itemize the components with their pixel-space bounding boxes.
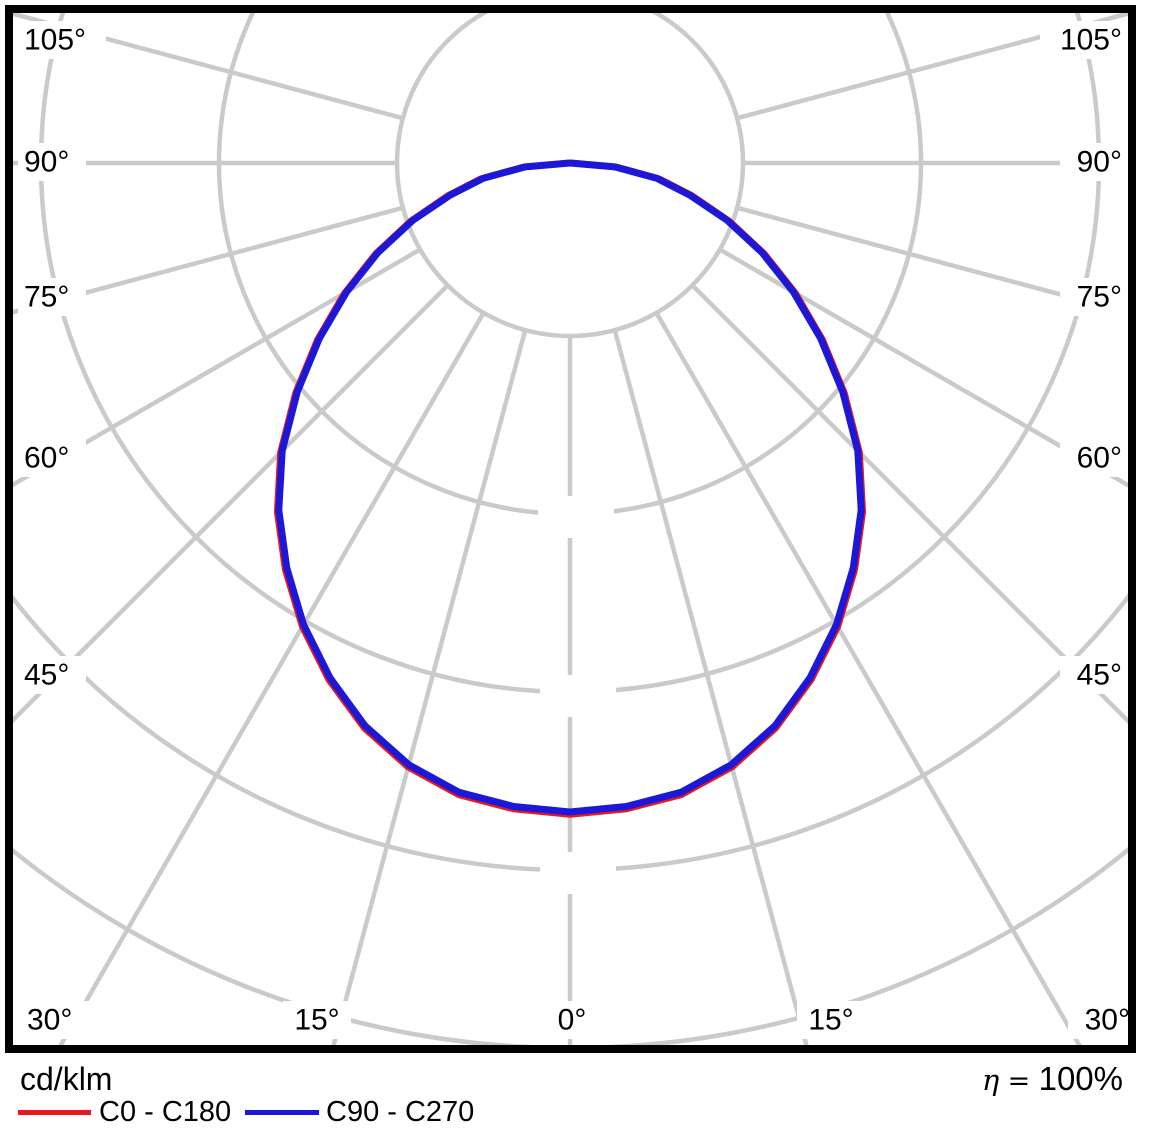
angle-label-mask (18, 278, 86, 316)
angle-label-mask (18, 439, 86, 477)
grid-ray-105 (736, 13, 1128, 121)
eta-equals: = (1007, 1066, 1031, 1097)
chart-footer: cd/klm C0 - C180 C90 - C270 η = 100% (0, 1053, 1164, 1143)
angle-label-mask (1040, 21, 1128, 59)
eta-symbol: η (981, 1063, 1000, 1097)
angle-label-mask (797, 1001, 865, 1039)
angle-label-mask (1060, 439, 1128, 477)
angle-tick-label: 75° (24, 281, 69, 314)
angle-tick-label: 30° (1085, 1004, 1130, 1037)
angle-tick-label: 105° (24, 24, 86, 57)
legend-label-c90-c270: C90 - C270 (326, 1096, 475, 1128)
angle-label-mask (1060, 278, 1128, 316)
plot-border (5, 5, 1136, 1053)
angle-tick-label: 105° (1060, 24, 1122, 57)
grid-ring (13, 593, 1128, 873)
angle-tick-label: 90° (24, 146, 69, 179)
unit-label: cd/klm (20, 1061, 113, 1097)
angle-tick-label: 45° (1077, 659, 1122, 692)
angle-label-mask (1060, 143, 1128, 181)
angle-tick-label: 0° (558, 1004, 587, 1037)
angle-tick-label: 15° (294, 1004, 339, 1037)
angle-tick-label: 15° (808, 1004, 853, 1037)
angle-tick-label: 90° (1077, 146, 1122, 179)
angle-labels: 105° 90° 75° 60° 45° 30° 15° 0° 15° 30° 45° 60° 75° 9… (18, 21, 1136, 1039)
angle-label-mask (18, 656, 86, 694)
angle-tick-label: 45° (24, 659, 69, 692)
angle-label-mask (18, 21, 106, 59)
legend-label-c0-c180: C0 - C180 (99, 1096, 232, 1128)
radial-value-gap (540, 852, 616, 894)
legend-swatch-c0-c180 (18, 1110, 91, 1115)
angle-label-mask (1068, 1001, 1136, 1039)
grid-ring (394, 13, 746, 339)
light-output-ratio: η = 100% (982, 1062, 1123, 1099)
radial-value-gap (540, 675, 616, 717)
grid-ray-60 (13, 247, 422, 488)
radial-value-gap (538, 496, 614, 538)
eta-value: 100% (1038, 1060, 1123, 1097)
grid-ray-75 (13, 205, 404, 315)
grid-ray-105 (13, 13, 404, 121)
grid-ray-30 (58, 311, 486, 1045)
angle-tick-label: 30° (27, 1004, 72, 1037)
curve-c90-c270 (275, 159, 865, 816)
angle-label-mask (21, 1001, 89, 1039)
angle-label-mask (548, 1001, 596, 1039)
angle-label-mask (18, 143, 86, 181)
angle-tick-label: 60° (24, 442, 69, 475)
grid-ray-75 (736, 205, 1128, 315)
angle-label-mask (1060, 656, 1128, 694)
legend-swatch-c90-c270 (245, 1110, 319, 1115)
angle-label-mask (283, 1001, 351, 1039)
angle-tick-label: 75° (1077, 281, 1122, 314)
angle-tick-label: 60° (1077, 442, 1122, 475)
grid-ray-30 (654, 311, 1082, 1045)
grid-ray-60 (718, 247, 1128, 488)
